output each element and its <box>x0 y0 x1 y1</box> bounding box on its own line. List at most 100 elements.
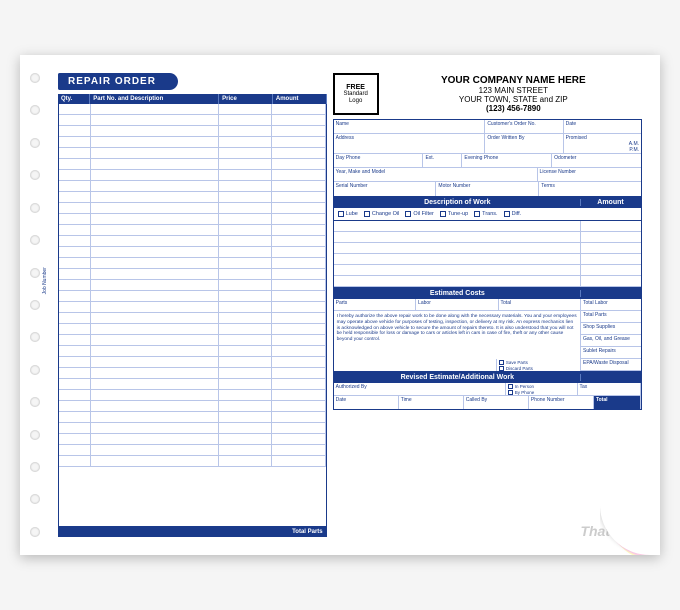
total-epa-waste-disposal[interactable]: EPA/Waste Disposal <box>581 359 641 371</box>
disclaimer-text: I hereby authorize the above repair work… <box>334 311 581 359</box>
field-phone-number[interactable]: Phone Number <box>529 396 594 409</box>
parts-row[interactable] <box>59 302 326 313</box>
parts-row[interactable] <box>59 203 326 214</box>
total-sublet-repairs[interactable]: Sublet Repairs <box>581 347 641 359</box>
field-eve-phone[interactable]: Evening Phone <box>462 154 552 167</box>
work-description-area[interactable] <box>333 221 642 288</box>
company-phone: (123) 456-7890 <box>385 104 642 113</box>
logo-line3: Logo <box>349 98 362 105</box>
field-tax[interactable]: Tax <box>578 383 641 395</box>
parts-row[interactable] <box>59 170 326 181</box>
totals-column: Total LaborTotal PartsShop SuppliesGas, … <box>581 299 641 371</box>
col-qty: Qty. <box>58 94 90 104</box>
work-row[interactable] <box>334 265 641 276</box>
field-odometer[interactable]: Odometer <box>552 154 641 167</box>
parts-row[interactable] <box>59 390 326 401</box>
discard-parts-check[interactable]: Discard Parts <box>499 366 578 371</box>
field-date2[interactable]: Date <box>334 396 399 409</box>
parts-row[interactable] <box>59 104 326 115</box>
save-parts-check[interactable]: Save Parts <box>499 360 578 365</box>
company-header: FREE Standard Logo YOUR COMPANY NAME HER… <box>333 73 642 115</box>
company-street: 123 MAIN STREET <box>385 86 642 95</box>
total-gas--oil--and-grease[interactable]: Gas, Oil, and Grease <box>581 335 641 347</box>
total-parts-label: Total Parts <box>58 527 327 537</box>
form-title: REPAIR ORDER <box>58 73 178 90</box>
parts-row[interactable] <box>59 445 326 456</box>
work-row[interactable] <box>334 243 641 254</box>
logo-line2: Standard <box>343 91 367 98</box>
checkbox-tuneup[interactable]: Tune-up <box>440 211 468 217</box>
field-ext[interactable]: Ext. <box>423 154 462 167</box>
parts-row[interactable] <box>59 335 326 346</box>
parts-row[interactable] <box>59 313 326 324</box>
parts-row[interactable] <box>59 225 326 236</box>
field-promised[interactable]: PromisedA.M.P.M. <box>564 134 641 153</box>
parts-row[interactable] <box>59 258 326 269</box>
parts-row[interactable] <box>59 434 326 445</box>
company-name: YOUR COMPANY NAME HERE <box>385 75 642 86</box>
parts-row[interactable] <box>59 357 326 368</box>
parts-row[interactable] <box>59 324 326 335</box>
parts-row[interactable] <box>59 423 326 434</box>
parts-row[interactable] <box>59 236 326 247</box>
field-cust-order[interactable]: Customer's Order No. <box>485 120 563 133</box>
checkbox-oilfilter[interactable]: Oil Filter <box>405 211 433 217</box>
work-row[interactable] <box>334 276 641 287</box>
field-motor[interactable]: Motor Number <box>436 182 539 196</box>
parts-row[interactable] <box>59 148 326 159</box>
field-terms[interactable]: Terms <box>539 182 641 196</box>
checkbox-lube[interactable]: Lube <box>338 211 358 217</box>
parts-row[interactable] <box>59 126 326 137</box>
parts-row[interactable] <box>59 137 326 148</box>
parts-column: REPAIR ORDER Qty. Part No. and Descripti… <box>58 73 327 537</box>
col-amount: Amount <box>273 94 327 104</box>
field-year-make-model[interactable]: Year, Make and Model <box>334 168 538 181</box>
parts-row[interactable] <box>59 247 326 258</box>
work-row[interactable] <box>334 221 641 232</box>
parts-row[interactable] <box>59 379 326 390</box>
parts-row[interactable] <box>59 192 326 203</box>
total-shop-supplies[interactable]: Shop Supplies <box>581 323 641 335</box>
by-phone-check[interactable]: By Phone <box>508 390 575 395</box>
parts-row[interactable] <box>59 291 326 302</box>
order-details-column: FREE Standard Logo YOUR COMPANY NAME HER… <box>333 73 642 537</box>
parts-row[interactable] <box>59 368 326 379</box>
field-name[interactable]: Name <box>334 120 486 133</box>
total-total-labor[interactable]: Total Labor <box>581 299 641 311</box>
field-called-by[interactable]: Called By <box>464 396 529 409</box>
field-written-by[interactable]: Order Written By <box>485 134 563 153</box>
field-time[interactable]: Time <box>399 396 464 409</box>
checkbox-trans[interactable]: Trans. <box>474 211 497 217</box>
parts-row[interactable] <box>59 456 326 467</box>
parts-row[interactable] <box>59 346 326 357</box>
field-license[interactable]: License Number <box>538 168 641 181</box>
field-date[interactable]: Date <box>564 120 641 133</box>
parts-row[interactable] <box>59 280 326 291</box>
field-serial[interactable]: Serial Number <box>334 182 437 196</box>
repair-order-form: Job Number REPAIR ORDER Qty. Part No. an… <box>20 55 660 555</box>
parts-row[interactable] <box>59 214 326 225</box>
work-row[interactable] <box>334 232 641 243</box>
parts-row[interactable] <box>59 159 326 170</box>
field-address[interactable]: Address <box>334 134 486 153</box>
parts-row[interactable] <box>59 269 326 280</box>
work-row[interactable] <box>334 254 641 265</box>
side-label: Job Number <box>42 267 48 294</box>
checkbox-diff[interactable]: Diff. <box>504 211 522 217</box>
total-total-parts[interactable]: Total Parts <box>581 311 641 323</box>
parts-row[interactable] <box>59 181 326 192</box>
page-curl <box>600 505 660 555</box>
in-person-check[interactable]: In Person <box>508 384 575 389</box>
field-authorized-by[interactable]: Authorized By <box>334 383 506 395</box>
parts-row[interactable] <box>59 401 326 412</box>
field-day-phone[interactable]: Day Phone <box>334 154 424 167</box>
checkbox-changeoil[interactable]: Change Oil <box>364 211 400 217</box>
col-price: Price <box>219 94 273 104</box>
customer-info-grid: NameCustomer's Order No.Date AddressOrde… <box>333 119 642 197</box>
parts-row[interactable] <box>59 115 326 126</box>
logo-placeholder: FREE Standard Logo <box>333 73 379 115</box>
service-checkboxes: Lube Change Oil Oil Filter Tune-up Trans. Dif… <box>333 208 642 221</box>
revised-area: Authorized By In Person By Phone Tax Dat… <box>333 383 642 410</box>
parts-row[interactable] <box>59 412 326 423</box>
parts-lines[interactable] <box>58 104 327 527</box>
